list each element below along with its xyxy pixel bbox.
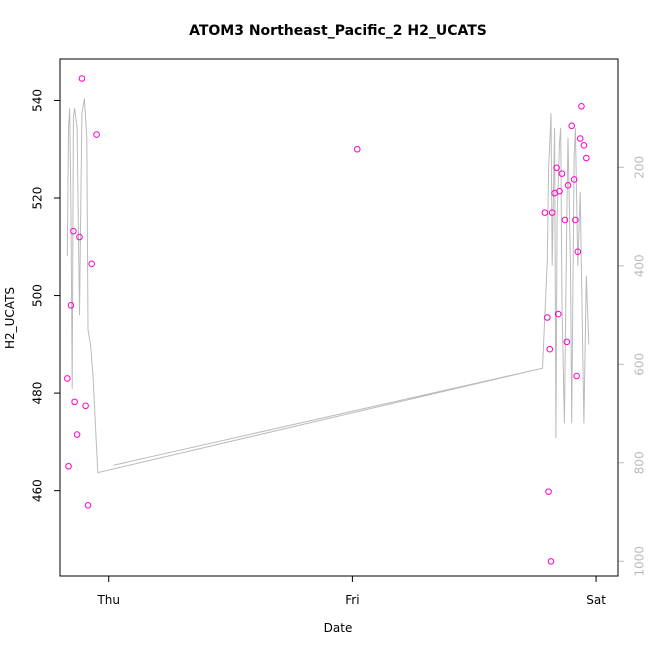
data-point bbox=[563, 338, 571, 346]
data-point bbox=[561, 216, 569, 224]
data-point bbox=[88, 260, 95, 268]
data-point bbox=[544, 314, 551, 321]
y2-tick-label: 800 bbox=[633, 451, 647, 474]
right-y-axis: 200 400 600 800 1000 bbox=[618, 156, 647, 577]
data-point bbox=[78, 75, 86, 82]
data-point bbox=[572, 216, 579, 224]
point-series bbox=[64, 75, 590, 565]
data-point bbox=[84, 501, 92, 509]
x-tick-label: Thu bbox=[96, 593, 120, 607]
data-point bbox=[82, 402, 89, 410]
data-point bbox=[546, 345, 554, 353]
y-axis-label: H2_UCATS bbox=[3, 287, 17, 349]
data-point bbox=[564, 182, 572, 189]
data-point bbox=[555, 310, 562, 318]
data-point bbox=[578, 103, 585, 110]
y2-tick-label: 200 bbox=[633, 156, 647, 179]
y2-tick-label: 400 bbox=[633, 254, 647, 277]
data-point bbox=[556, 187, 563, 195]
data-point bbox=[583, 154, 590, 162]
data-point bbox=[70, 227, 77, 235]
data-point bbox=[548, 209, 556, 216]
data-point bbox=[65, 462, 72, 470]
y2-tick-label: 1000 bbox=[633, 546, 647, 577]
data-point bbox=[573, 372, 580, 380]
data-point bbox=[67, 302, 75, 309]
y-tick-label: 460 bbox=[31, 479, 45, 502]
data-point bbox=[570, 176, 578, 183]
series-line-path bbox=[66, 98, 590, 474]
data-point bbox=[580, 142, 588, 149]
data-point bbox=[574, 248, 582, 255]
y-tick-label: 500 bbox=[31, 284, 45, 307]
data-point bbox=[558, 170, 566, 177]
x-axis-label: Date bbox=[324, 621, 353, 635]
x-tick-label: Sat bbox=[586, 593, 606, 607]
data-point bbox=[545, 488, 552, 495]
plot-frame bbox=[59, 58, 619, 577]
data-point bbox=[568, 122, 576, 130]
data-point bbox=[576, 135, 584, 142]
y-tick-label: 480 bbox=[31, 382, 45, 405]
x-axis: Thu Fri Sat bbox=[96, 576, 606, 607]
y-tick-label: 540 bbox=[31, 89, 45, 112]
data-point bbox=[547, 558, 555, 565]
data-point bbox=[541, 209, 549, 216]
data-point bbox=[76, 233, 83, 241]
data-point bbox=[353, 145, 361, 153]
data-point bbox=[73, 431, 81, 438]
data-point bbox=[71, 398, 78, 406]
data-point bbox=[553, 164, 560, 172]
line-series bbox=[66, 98, 590, 474]
y-axis: 460 480 500 520 540 bbox=[31, 89, 60, 502]
y-tick-label: 520 bbox=[31, 187, 45, 210]
y2-tick-label: 600 bbox=[633, 353, 647, 376]
chart-title: ATOM3 Northeast_Pacific_2 H2_UCATS bbox=[189, 23, 487, 39]
data-point bbox=[93, 131, 100, 138]
data-point bbox=[64, 375, 71, 382]
x-tick-label: Fri bbox=[345, 593, 359, 607]
